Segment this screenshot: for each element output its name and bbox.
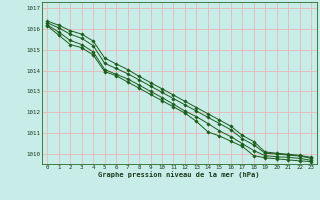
X-axis label: Graphe pression niveau de la mer (hPa): Graphe pression niveau de la mer (hPa) — [99, 172, 260, 178]
